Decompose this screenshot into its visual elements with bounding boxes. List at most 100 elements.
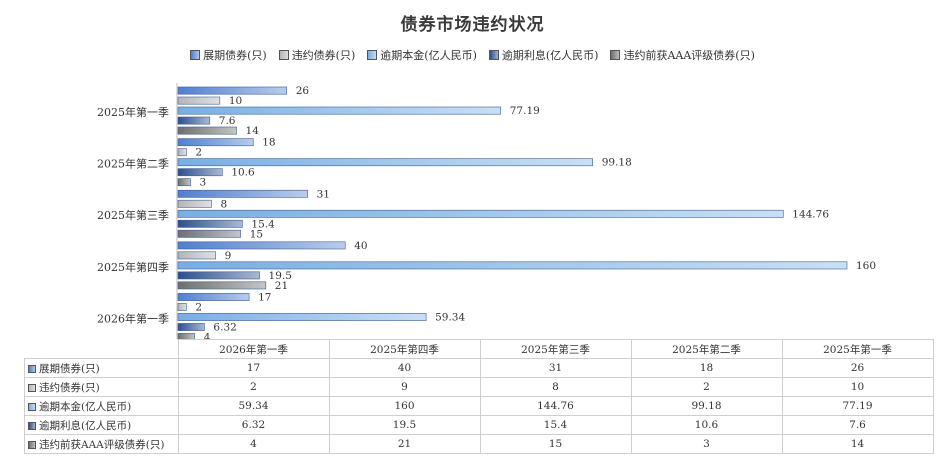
bar [177,271,260,280]
data-table-cell: 4 [177,434,330,454]
legend-label: 违约前获AAA评级债券(只) [623,49,755,62]
data-table-column-header: 2026年第一季 [177,339,330,359]
data-table-cell: 14 [781,434,934,454]
data-table-cell: 160 [328,396,481,416]
legend-swatch [488,50,499,60]
data-table-cell: 40 [328,358,481,378]
data-label: 17 [258,292,271,304]
legend-swatch [610,50,621,60]
data-label: 7.6 [219,115,236,127]
data-table-series-cell: 违约债券(只) [24,377,179,397]
data-label: 59.34 [435,312,465,324]
data-table-cell: 59.34 [177,396,330,416]
bar-groups [177,86,848,340]
data-label: 10 [229,95,242,107]
bar [177,313,427,321]
data-label: 15.4 [251,218,275,230]
data-table-series-cell: 逾期利息(亿人民币) [24,415,179,435]
bar [177,158,593,167]
bar [177,281,267,290]
data-table-cell: 2 [177,377,330,397]
data-label: 99.18 [602,157,632,169]
data-table-row: 逾期利息(亿人民币) 6.32 19.5 15.4 10.6 7.6 [24,415,934,435]
data-table-swatch [28,440,36,449]
data-label: 21 [275,280,288,292]
bar [177,96,221,105]
data-label: 40 [354,240,367,252]
bar-chart-plot: 2025年第一季 2025年第二季 2025年第三季 2025年第四季 2026年第一季… [97,83,876,340]
bar [177,241,346,250]
legend: 展期债券(只) 违约债券(只) 逾期本金(亿人民币) 逾期利息(亿人民币) 违约前获AA… [0,47,945,63]
legend-label: 违约债券(只) [291,49,356,62]
bar [177,116,211,125]
data-table-row: 违约债券(只) 2 9 8 2 10 [24,377,934,397]
bar [177,293,250,301]
category-label: 2025年第四季 [97,260,169,274]
legend-item: 逾期利息(亿人民币) [488,47,599,63]
data-label: 10.6 [231,167,255,179]
data-table-swatch [28,383,36,392]
data-table-column-header: 2025年第一季 [781,339,934,359]
data-table-series-name: 展期债券(只) [39,362,100,375]
bar [177,261,848,270]
data-label: 9 [225,250,232,262]
data-label: 2 [195,147,202,159]
bar [177,189,308,198]
bar [177,209,784,218]
data-table-swatch [28,421,36,430]
data-label: 77.19 [510,105,540,117]
data-table-cell: 26 [781,358,934,378]
data-table-cell: 31 [479,358,632,378]
data-label: 15 [250,228,263,240]
bar [177,199,212,208]
data-label: 31 [317,188,330,200]
data-table-cell: 7.6 [781,415,934,435]
data-label: 144.76 [792,208,829,220]
bar [177,126,237,135]
data-table-cell: 2 [630,377,783,397]
data-table-cell: 144.76 [479,396,632,416]
data-label: 8 [220,198,227,210]
data-table-column-header: 2025年第四季 [328,339,481,359]
data-label: 18 [262,137,275,149]
data-table-cell: 9 [328,377,481,397]
data-table-corner [24,339,179,359]
data-table-cell: 99.18 [630,396,783,416]
bar [177,178,191,187]
data-table-row: 违约前获AAA评级债券(只) 4 21 15 3 14 [24,434,934,454]
bar [177,303,187,311]
data-table-cell: 6.32 [177,415,330,435]
data-table-cell: 77.19 [781,396,934,416]
legend-label: 逾期利息(亿人民币) [501,49,599,62]
data-table-cell: 10.6 [630,415,783,435]
data-table-series-name: 逾期利息(亿人民币) [39,419,132,432]
data-table: 2026年第一季 2025年第四季 2025年第三季 2025年第二季 2025年第一季… [24,339,934,454]
bar [177,138,254,147]
legend-item: 违约债券(只) [278,47,356,63]
category-label: 2025年第二季 [97,157,169,171]
bar [177,229,242,238]
data-table-series-cell: 逾期本金(亿人民币) [24,396,179,416]
data-table-swatch [28,364,36,373]
data-table-cell: 10 [781,377,934,397]
legend-item: 违约前获AAA评级债券(只) [610,47,755,63]
data-table-cell: 15.4 [479,415,632,435]
data-label: 3 [200,177,207,189]
data-label: 6.32 [213,322,236,334]
category-label: 2025年第三季 [97,208,169,222]
data-label: 160 [856,260,876,272]
bar [177,106,502,115]
data-table-row: 展期债券(只) 17 40 31 18 26 [24,358,934,378]
data-table-swatch [28,402,36,411]
data-table-cell: 3 [630,434,783,454]
legend-swatch [190,50,201,60]
data-table-body: 展期债券(只) 17 40 31 18 26 违约债券(只) 2 9 8 2 10 逾期本金(亿人民币)… [24,358,934,454]
data-label: 4 [204,332,211,341]
legend-label: 逾期本金(亿人民币) [380,49,477,62]
legend-item: 逾期本金(亿人民币) [367,47,477,63]
data-label: 26 [296,85,310,97]
data-table-series-cell: 违约前获AAA评级债券(只) [24,434,179,454]
bar [177,168,223,177]
legend-swatch [367,50,378,60]
